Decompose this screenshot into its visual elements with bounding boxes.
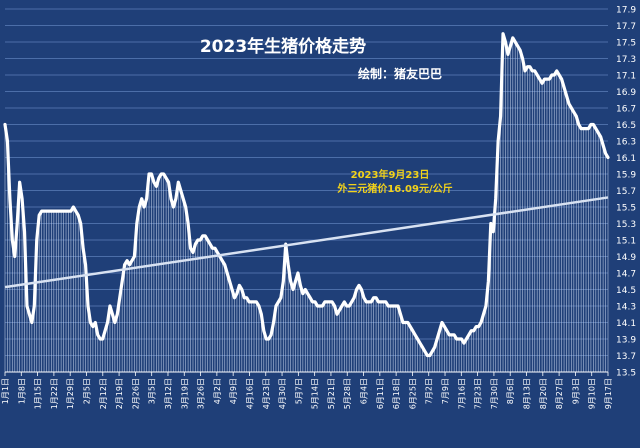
x-tick-label: 7月30日 bbox=[490, 378, 499, 409]
x-tick-label: 8月20日 bbox=[539, 378, 548, 409]
x-tick-label: 6月11日 bbox=[376, 378, 385, 409]
x-tick-label: 6月4日 bbox=[360, 378, 369, 404]
y-tick-label: 15.1 bbox=[616, 237, 636, 247]
y-axis: 13.5 13.7 13.9 14.1 14.3 14.5 14.7 14.9 15.1 15.3… bbox=[616, 6, 636, 379]
chart-subtitle: 绘制：猪友巴巴 bbox=[358, 66, 442, 81]
y-tick-label: 17.7 bbox=[616, 22, 636, 32]
y-tick-label: 14.1 bbox=[616, 319, 636, 329]
x-tick-label: 7月2日 bbox=[425, 378, 434, 404]
chart-title: 2023年生猪价格走势 bbox=[200, 36, 366, 57]
x-tick-label: 9月10日 bbox=[588, 378, 597, 409]
price-bars bbox=[4, 33, 609, 372]
trend-line bbox=[4, 196, 609, 289]
y-tick-label: 17.1 bbox=[616, 72, 636, 82]
annotation-price: 外三元猪价16.09元/公斤 bbox=[336, 182, 452, 195]
y-tick-label: 17.3 bbox=[616, 55, 636, 65]
x-tick-label: 3月19日 bbox=[180, 378, 189, 409]
x-tick-label: 1月15日 bbox=[34, 378, 43, 409]
y-tick-label: 16.9 bbox=[616, 88, 636, 98]
x-tick-label: 7月16日 bbox=[457, 378, 466, 409]
y-tick-label: 14.3 bbox=[616, 303, 636, 313]
grid-lines bbox=[5, 8, 608, 373]
y-tick-label: 17.9 bbox=[616, 6, 636, 16]
y-tick-label: 15.3 bbox=[616, 220, 636, 230]
x-tick-label: 4月2日 bbox=[213, 378, 222, 404]
x-tick-label: 4月9日 bbox=[229, 378, 238, 404]
x-tick-label: 6月18日 bbox=[392, 378, 401, 409]
x-tick-label: 8月27日 bbox=[555, 378, 564, 409]
x-axis: 1月1日 1月8日 1月15日 1月22日 1月29日 2月5日 2月12日 2月19日 2月2… bbox=[1, 371, 613, 409]
x-tick-label: 2月5日 bbox=[82, 378, 91, 404]
x-tick-label: 5月7日 bbox=[294, 378, 303, 404]
price-line bbox=[3, 32, 610, 358]
x-tick-label: 3月12日 bbox=[164, 378, 173, 409]
x-tick-label: 5月28日 bbox=[343, 378, 352, 409]
y-tick-label: 16.5 bbox=[616, 121, 636, 131]
y-tick-label: 13.9 bbox=[616, 336, 636, 346]
x-tick-label: 3月5日 bbox=[148, 378, 157, 404]
y-tick-label: 13.5 bbox=[616, 369, 636, 379]
x-tick-label: 1月29日 bbox=[66, 378, 75, 409]
x-tick-label: 9月3日 bbox=[571, 378, 580, 404]
y-tick-label: 15.7 bbox=[616, 187, 636, 197]
x-tick-label: 2月26日 bbox=[131, 378, 140, 409]
x-tick-label: 1月22日 bbox=[50, 378, 59, 409]
annotation-date: 2023年9月23日 bbox=[351, 168, 430, 181]
y-tick-label: 15.5 bbox=[616, 204, 636, 214]
x-tick-label: 5月21日 bbox=[327, 378, 336, 409]
x-tick-label: 4月23日 bbox=[262, 378, 271, 409]
x-tick-label: 7月23日 bbox=[474, 378, 483, 409]
x-tick-label: 8月6日 bbox=[506, 378, 515, 404]
x-tick-label: 1月1日 bbox=[1, 378, 10, 404]
x-tick-label: 3月26日 bbox=[197, 378, 206, 409]
x-tick-label: 4月30日 bbox=[278, 378, 287, 409]
y-tick-label: 14.5 bbox=[616, 286, 636, 296]
y-tick-label: 14.7 bbox=[616, 270, 636, 280]
x-tick-label: 8月13日 bbox=[523, 378, 532, 409]
x-tick-label: 4月16日 bbox=[245, 378, 254, 409]
x-tick-label: 5月14日 bbox=[311, 378, 320, 409]
y-tick-label: 16.1 bbox=[616, 154, 636, 164]
y-tick-label: 17.5 bbox=[616, 39, 636, 49]
x-tick-label: 2月12日 bbox=[99, 378, 108, 409]
y-tick-label: 16.7 bbox=[616, 105, 636, 115]
x-tick-label: 2月19日 bbox=[115, 378, 124, 409]
x-tick-label: 1月8日 bbox=[17, 378, 26, 404]
x-tick-label: 7月9日 bbox=[441, 378, 450, 404]
x-tick-label: 6月25日 bbox=[408, 378, 417, 409]
y-tick-label: 14.9 bbox=[616, 253, 636, 263]
y-tick-label: 16.3 bbox=[616, 138, 636, 148]
y-tick-label: 13.7 bbox=[616, 352, 636, 362]
x-tick-label: 9月17日 bbox=[604, 378, 613, 409]
y-tick-label: 15.9 bbox=[616, 171, 636, 181]
